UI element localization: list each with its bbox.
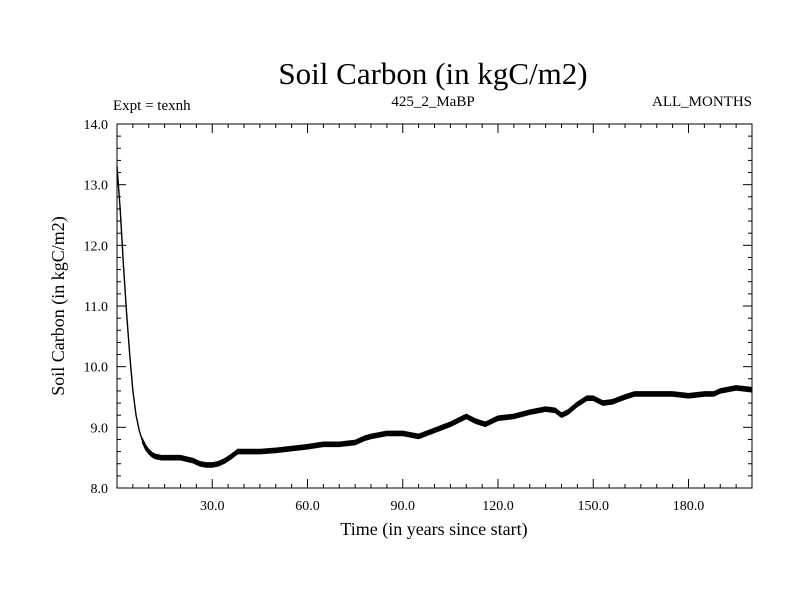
x-tick-label: 30.0 (200, 499, 225, 514)
plot-frame (116, 123, 753, 489)
y-tick-label: 9.0 (91, 421, 109, 436)
series-line (116, 166, 753, 468)
y-tick-label: 8.0 (91, 482, 109, 497)
x-tick-label: 180.0 (673, 499, 705, 514)
x-tick-label: 150.0 (578, 499, 610, 514)
experiment-label: Expt = texnh (113, 98, 191, 114)
y-tick-label: 12.0 (84, 239, 109, 254)
series-group (116, 166, 753, 468)
x-tick-label: 60.0 (295, 499, 320, 514)
axis-tick-labels: 30.0 60.0 90.0 120.0 150.0 180.0 8.0 9.0 10.0 11.… (84, 118, 705, 514)
y-tick-label: 10.0 (84, 361, 109, 376)
y-tick-label: 14.0 (84, 118, 109, 133)
axis-ticks (117, 123, 752, 489)
x-tick-label: 90.0 (391, 499, 416, 514)
x-tick-label: 120.0 (482, 499, 514, 514)
y-axis-label: Soil Carbon (in kgC/m2) (48, 216, 69, 396)
chart-title: Soil Carbon (in kgC/m2) (278, 56, 587, 91)
y-tick-label: 11.0 (84, 300, 108, 315)
period-label: ALL_MONTHS (652, 94, 752, 110)
run-label: 425_2_MaBP (391, 94, 474, 110)
y-tick-label: 13.0 (84, 179, 109, 194)
x-axis-label: Time (in years since start) (340, 519, 527, 540)
